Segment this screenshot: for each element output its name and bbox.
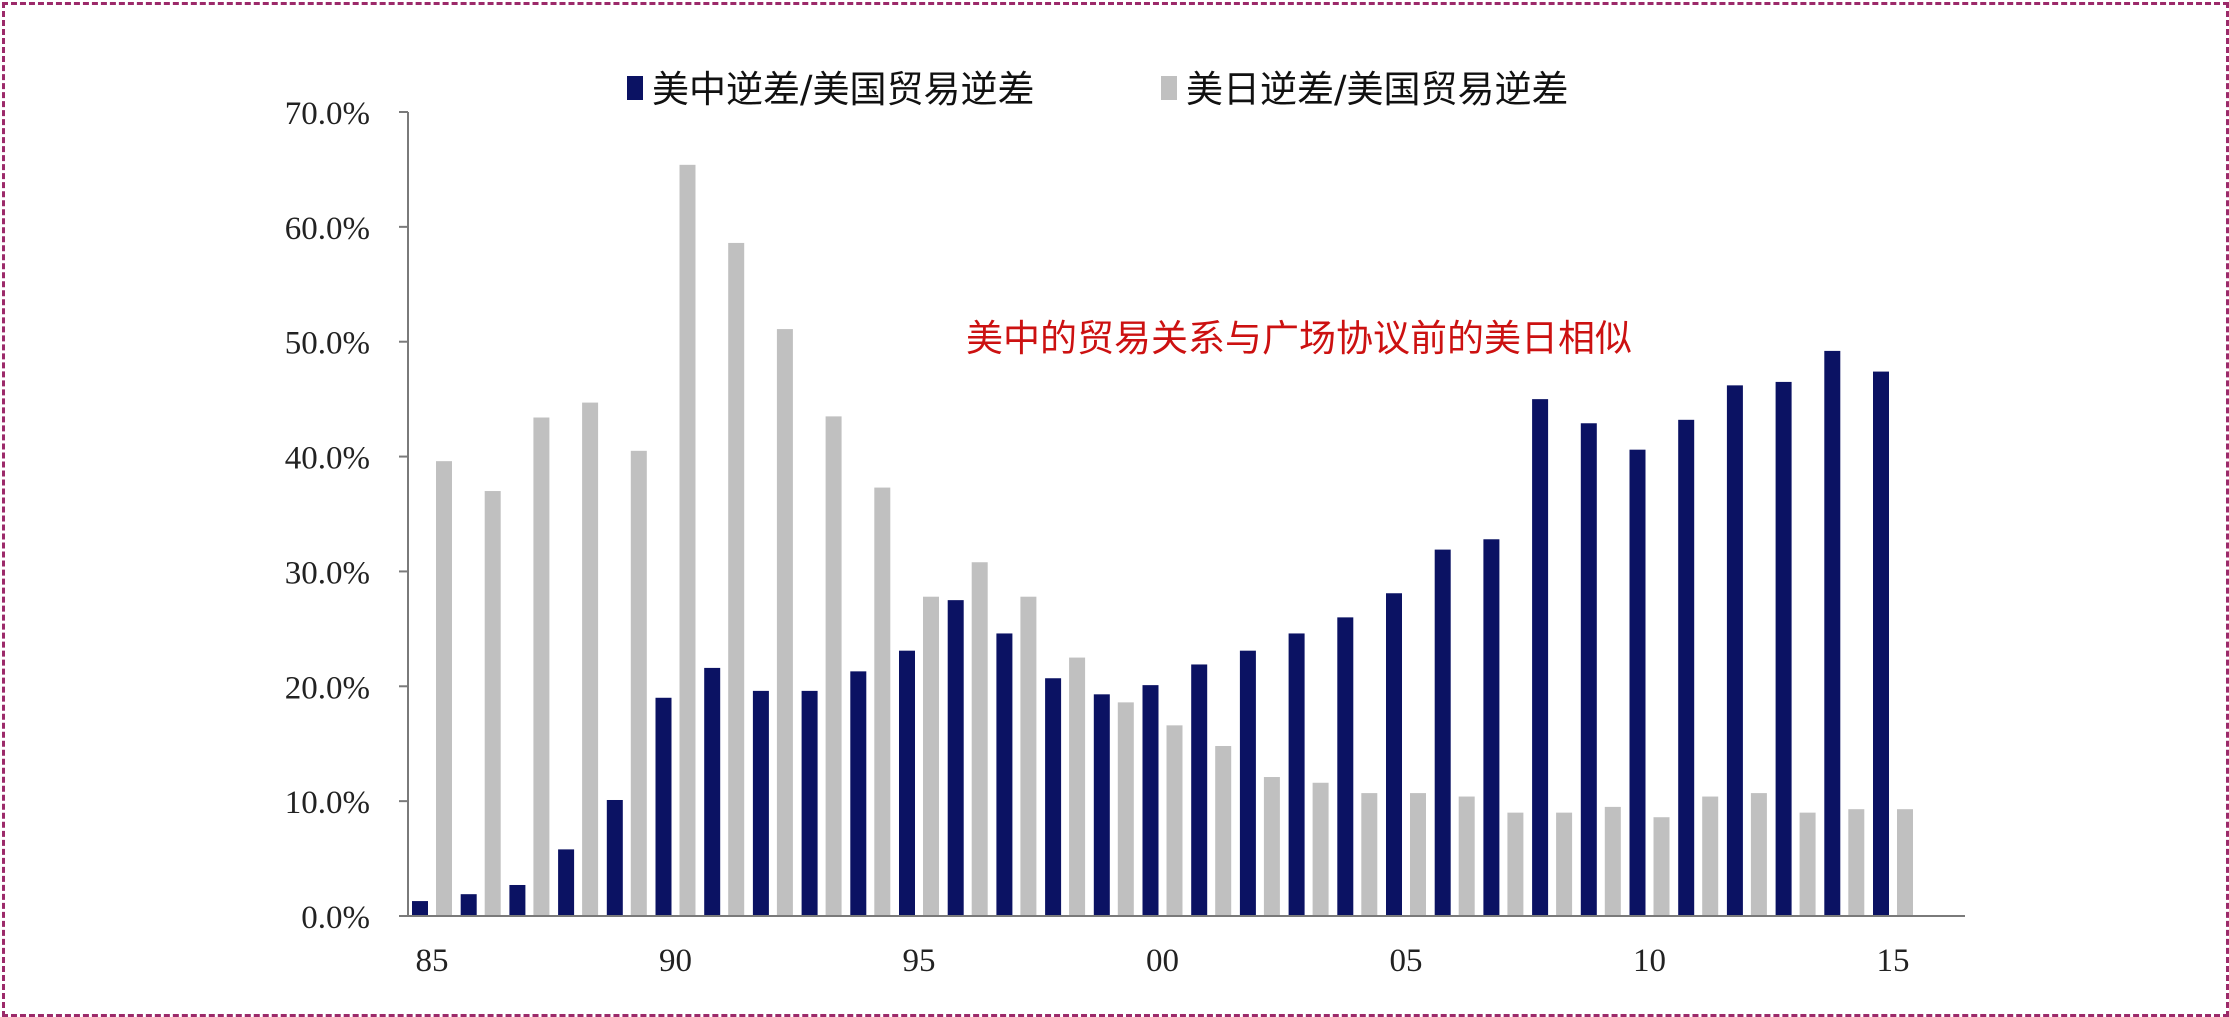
legend: 美中逆差/美国贸易逆差 美日逆差/美国贸易逆差 xyxy=(627,68,1568,111)
bar-japan xyxy=(436,461,452,916)
bar-japan xyxy=(484,491,501,916)
bar-japan xyxy=(1312,782,1329,916)
bar-japan xyxy=(923,596,939,916)
bar-china xyxy=(412,901,428,916)
bar-china xyxy=(752,690,769,916)
bar-japan xyxy=(728,242,745,917)
bar-japan xyxy=(1410,793,1426,916)
bar-japan xyxy=(1897,809,1913,916)
bar-japan xyxy=(1166,725,1183,916)
chart-annotation: 美中的贸易关系与广场协议前的美日相似 xyxy=(966,317,1632,360)
bar-china xyxy=(1483,539,1500,916)
bar-japan xyxy=(825,416,842,916)
bar-japan xyxy=(1848,809,1865,916)
bar-china xyxy=(606,799,623,916)
bar-china xyxy=(1824,350,1841,917)
bar-japan xyxy=(1215,746,1232,916)
bar-china xyxy=(1775,381,1792,916)
bar-china xyxy=(1532,399,1549,917)
bar-china xyxy=(1873,371,1889,916)
bar-china xyxy=(1288,633,1305,916)
bar-china xyxy=(1142,685,1159,916)
bar-japan xyxy=(776,329,793,917)
x-tick-label: 15 xyxy=(1877,943,1910,979)
bar-japan xyxy=(1604,806,1621,916)
plot-area: 0.0% 10.0% 20.0% 30.0% 40.0% 50.0% 60.0% 70.0% 8… xyxy=(285,96,1965,979)
bar-japan xyxy=(679,164,696,916)
bar-japan xyxy=(1020,596,1037,916)
bar-china xyxy=(1191,664,1208,916)
x-tick-label: 90 xyxy=(659,943,692,979)
bar-china xyxy=(655,697,672,916)
bar-china xyxy=(947,600,964,916)
bar-china xyxy=(509,884,526,916)
y-tick-label: 10.0% xyxy=(285,785,370,821)
bar-china xyxy=(558,849,575,916)
bar-japan xyxy=(971,562,988,916)
bar-japan xyxy=(1799,812,1816,916)
bar-china xyxy=(460,894,477,916)
legend-label-china: 美中逆差/美国贸易逆差 xyxy=(652,68,1034,111)
bar-china xyxy=(1629,449,1646,916)
bar-japan xyxy=(1750,793,1767,916)
x-tick-label: 10 xyxy=(1633,943,1666,979)
bar-china xyxy=(1580,423,1597,916)
bar-china xyxy=(1239,650,1256,916)
bar-china xyxy=(1045,678,1062,916)
bar-china xyxy=(850,671,867,916)
bar-japan xyxy=(1702,796,1719,916)
y-tick-label: 50.0% xyxy=(285,326,370,362)
bar-japan xyxy=(1117,702,1134,916)
bar-japan xyxy=(582,402,599,916)
y-tick-label: 20.0% xyxy=(285,670,370,706)
bar-china xyxy=(1337,617,1354,916)
bar-japan xyxy=(874,487,891,916)
bar-japan xyxy=(1069,657,1086,916)
bar-china xyxy=(1678,419,1695,916)
bar-china xyxy=(1093,694,1110,916)
bar-japan xyxy=(1458,796,1475,916)
bar-china xyxy=(899,650,915,916)
bar-japan xyxy=(1653,817,1670,916)
bar-japan xyxy=(1556,812,1573,916)
legend-label-japan: 美日逆差/美国贸易逆差 xyxy=(1186,68,1568,111)
bar-japan xyxy=(533,417,550,916)
bar-japan xyxy=(1507,812,1524,916)
bar-japan xyxy=(630,450,647,916)
y-tick-label: 60.0% xyxy=(285,211,370,247)
bar-china xyxy=(1386,593,1402,916)
bar-china xyxy=(1726,385,1743,916)
legend-swatch-china xyxy=(627,76,643,100)
legend-swatch-japan xyxy=(1161,76,1177,100)
bar-china xyxy=(996,633,1013,916)
y-tick-label: 40.0% xyxy=(285,441,370,477)
y-tick-label: 70.0% xyxy=(285,96,370,132)
x-tick-label: 95 xyxy=(903,943,936,979)
x-tick-label: 00 xyxy=(1146,943,1179,979)
bar-china xyxy=(801,690,818,916)
y-tick-label: 30.0% xyxy=(285,555,370,591)
bar-japan xyxy=(1361,793,1378,916)
bar-china xyxy=(1434,549,1451,916)
bar-japan xyxy=(1263,777,1280,916)
y-tick-label: 0.0% xyxy=(301,900,370,936)
bar-china xyxy=(704,667,721,916)
x-tick-label: 05 xyxy=(1390,943,1423,979)
x-tick-label: 85 xyxy=(416,943,449,979)
